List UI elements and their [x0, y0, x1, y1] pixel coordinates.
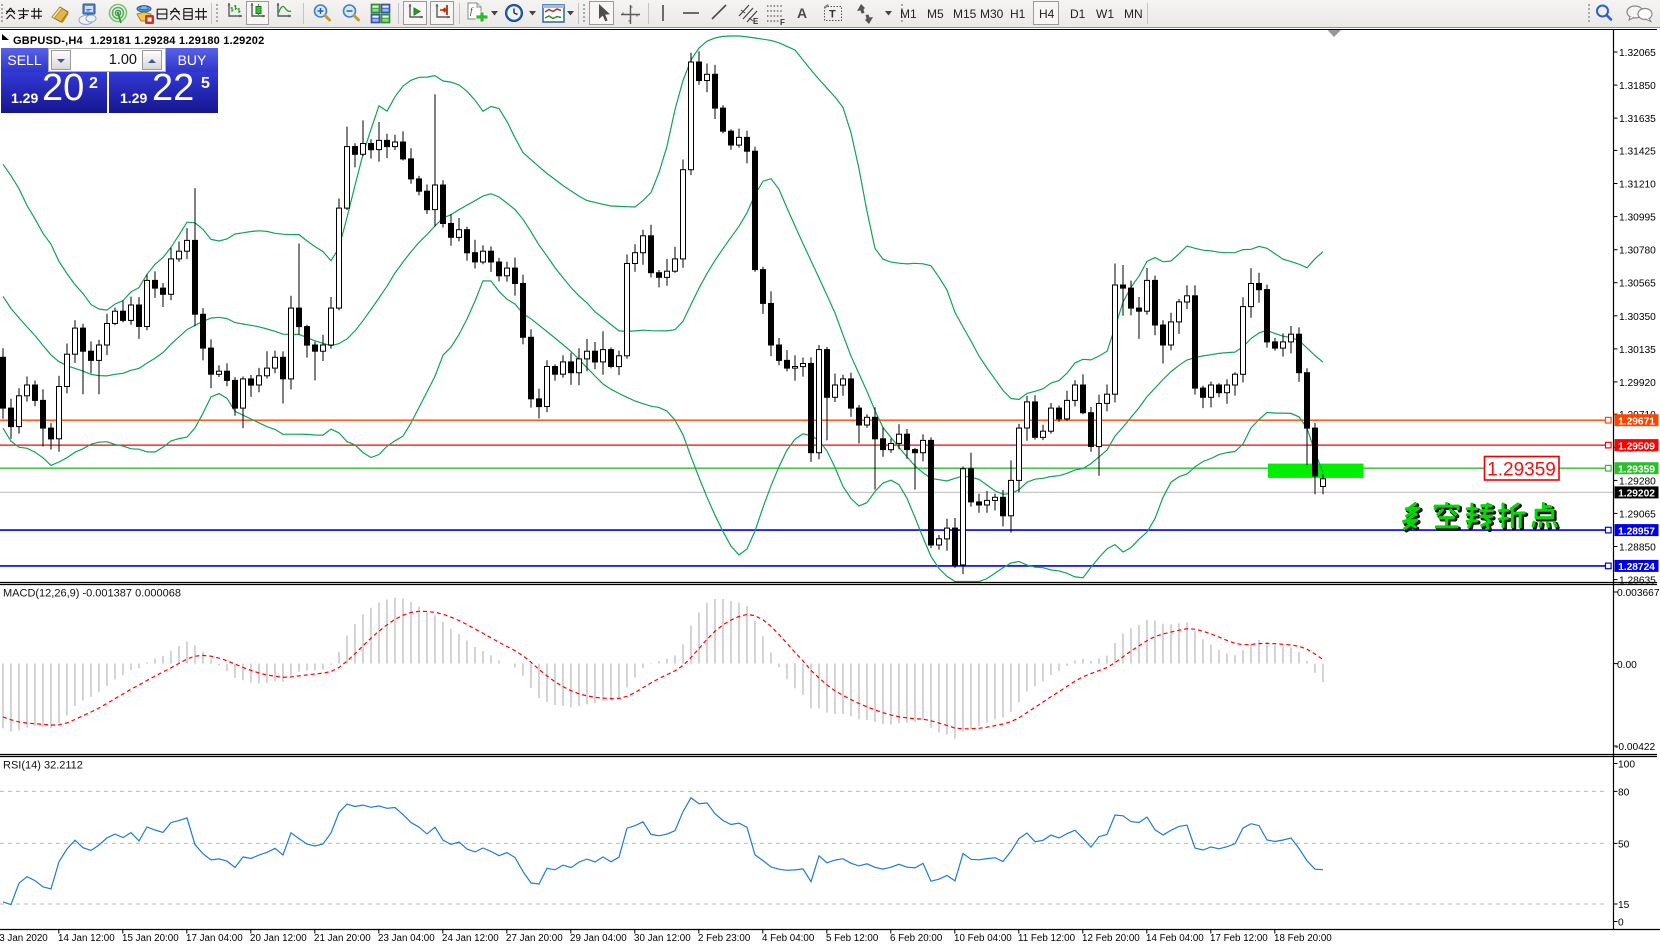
svg-text:1.31635: 1.31635 [1619, 114, 1656, 125]
svg-text:1.29202: 1.29202 [1618, 489, 1655, 500]
svg-text:E: E [753, 17, 759, 26]
svg-text:1.32065: 1.32065 [1619, 48, 1656, 59]
svg-text:1.31425: 1.31425 [1619, 146, 1656, 157]
svg-text:23 Jan 04:00: 23 Jan 04:00 [378, 933, 435, 944]
svg-text:1.30995: 1.30995 [1619, 213, 1656, 224]
svg-text:0.003667: 0.003667 [1617, 588, 1660, 599]
svg-text:100: 100 [1618, 760, 1635, 771]
svg-text:1.29181 1.29284 1.29180 1.2920: 1.29181 1.29284 1.29180 1.29202 [90, 35, 264, 47]
svg-text:29 Jan 04:00: 29 Jan 04:00 [570, 933, 627, 944]
svg-text:80: 80 [1618, 787, 1630, 798]
svg-text:50: 50 [1618, 839, 1630, 850]
svg-text:1.28635: 1.28635 [1619, 576, 1656, 587]
svg-text:21 Jan 20:00: 21 Jan 20:00 [314, 933, 371, 944]
svg-text:13 Jan 2020: 13 Jan 2020 [0, 933, 48, 944]
svg-text:15 Jan 20:00: 15 Jan 20:00 [122, 933, 179, 944]
svg-text:RSI(14) 32.2112: RSI(14) 32.2112 [3, 760, 83, 772]
svg-text:12 Feb 20:00: 12 Feb 20:00 [1082, 933, 1140, 944]
svg-text:30 Jan 12:00: 30 Jan 12:00 [634, 933, 691, 944]
svg-text:11 Feb 12:00: 11 Feb 12:00 [1018, 933, 1076, 944]
svg-text:10 Feb 04:00: 10 Feb 04:00 [954, 933, 1012, 944]
svg-text:5 Feb 12:00: 5 Feb 12:00 [826, 933, 879, 944]
svg-text:27 Jan 20:00: 27 Jan 20:00 [506, 933, 563, 944]
svg-text:1.29920: 1.29920 [1619, 378, 1656, 389]
svg-text:1.28724: 1.28724 [1618, 562, 1655, 573]
svg-text:1.29671: 1.29671 [1618, 416, 1655, 427]
svg-text:0: 0 [1618, 918, 1624, 929]
svg-text:F: F [780, 18, 785, 27]
svg-text:14 Feb 04:00: 14 Feb 04:00 [1146, 933, 1204, 944]
svg-text:-0.00422: -0.00422 [1615, 742, 1656, 753]
svg-text:17 Jan 04:00: 17 Jan 04:00 [186, 933, 243, 944]
svg-text:2 Feb 23:00: 2 Feb 23:00 [698, 933, 751, 944]
svg-text:24 Jan 12:00: 24 Jan 12:00 [442, 933, 499, 944]
svg-text:1.31210: 1.31210 [1619, 180, 1656, 191]
svg-text:GBPUSD-,H4: GBPUSD-,H4 [13, 35, 84, 47]
svg-text:1.30780: 1.30780 [1619, 246, 1656, 257]
svg-text:T: T [829, 9, 836, 21]
svg-text:1.30350: 1.30350 [1619, 312, 1656, 323]
svg-text:18 Feb 20:00: 18 Feb 20:00 [1274, 933, 1332, 944]
svg-text:14 Jan 12:00: 14 Jan 12:00 [58, 933, 115, 944]
svg-text:1.31850: 1.31850 [1619, 81, 1656, 92]
svg-text:1.28957: 1.28957 [1618, 526, 1655, 537]
svg-text:1.29280: 1.29280 [1619, 476, 1656, 487]
svg-text:MACD(12,26,9) -0.001387 0.0000: MACD(12,26,9) -0.001387 0.000068 [3, 588, 181, 600]
svg-text:1.29065: 1.29065 [1619, 509, 1656, 520]
svg-text:17 Feb 12:00: 17 Feb 12:00 [1210, 933, 1268, 944]
svg-text:1.29359: 1.29359 [1487, 460, 1556, 481]
svg-text:1.30135: 1.30135 [1619, 345, 1656, 356]
svg-text:1.28850: 1.28850 [1619, 543, 1656, 554]
svg-text:1.30565: 1.30565 [1619, 279, 1656, 290]
svg-text:20 Jan 12:00: 20 Jan 12:00 [250, 933, 307, 944]
svg-text:6 Feb 20:00: 6 Feb 20:00 [890, 933, 943, 944]
svg-text:0.00: 0.00 [1617, 660, 1637, 671]
svg-text:f: f [470, 6, 474, 16]
svg-text:15: 15 [1618, 900, 1630, 911]
svg-text:1.29359: 1.29359 [1618, 464, 1655, 475]
svg-text:4 Feb 04:00: 4 Feb 04:00 [762, 933, 815, 944]
svg-text:1.29509: 1.29509 [1618, 441, 1655, 452]
